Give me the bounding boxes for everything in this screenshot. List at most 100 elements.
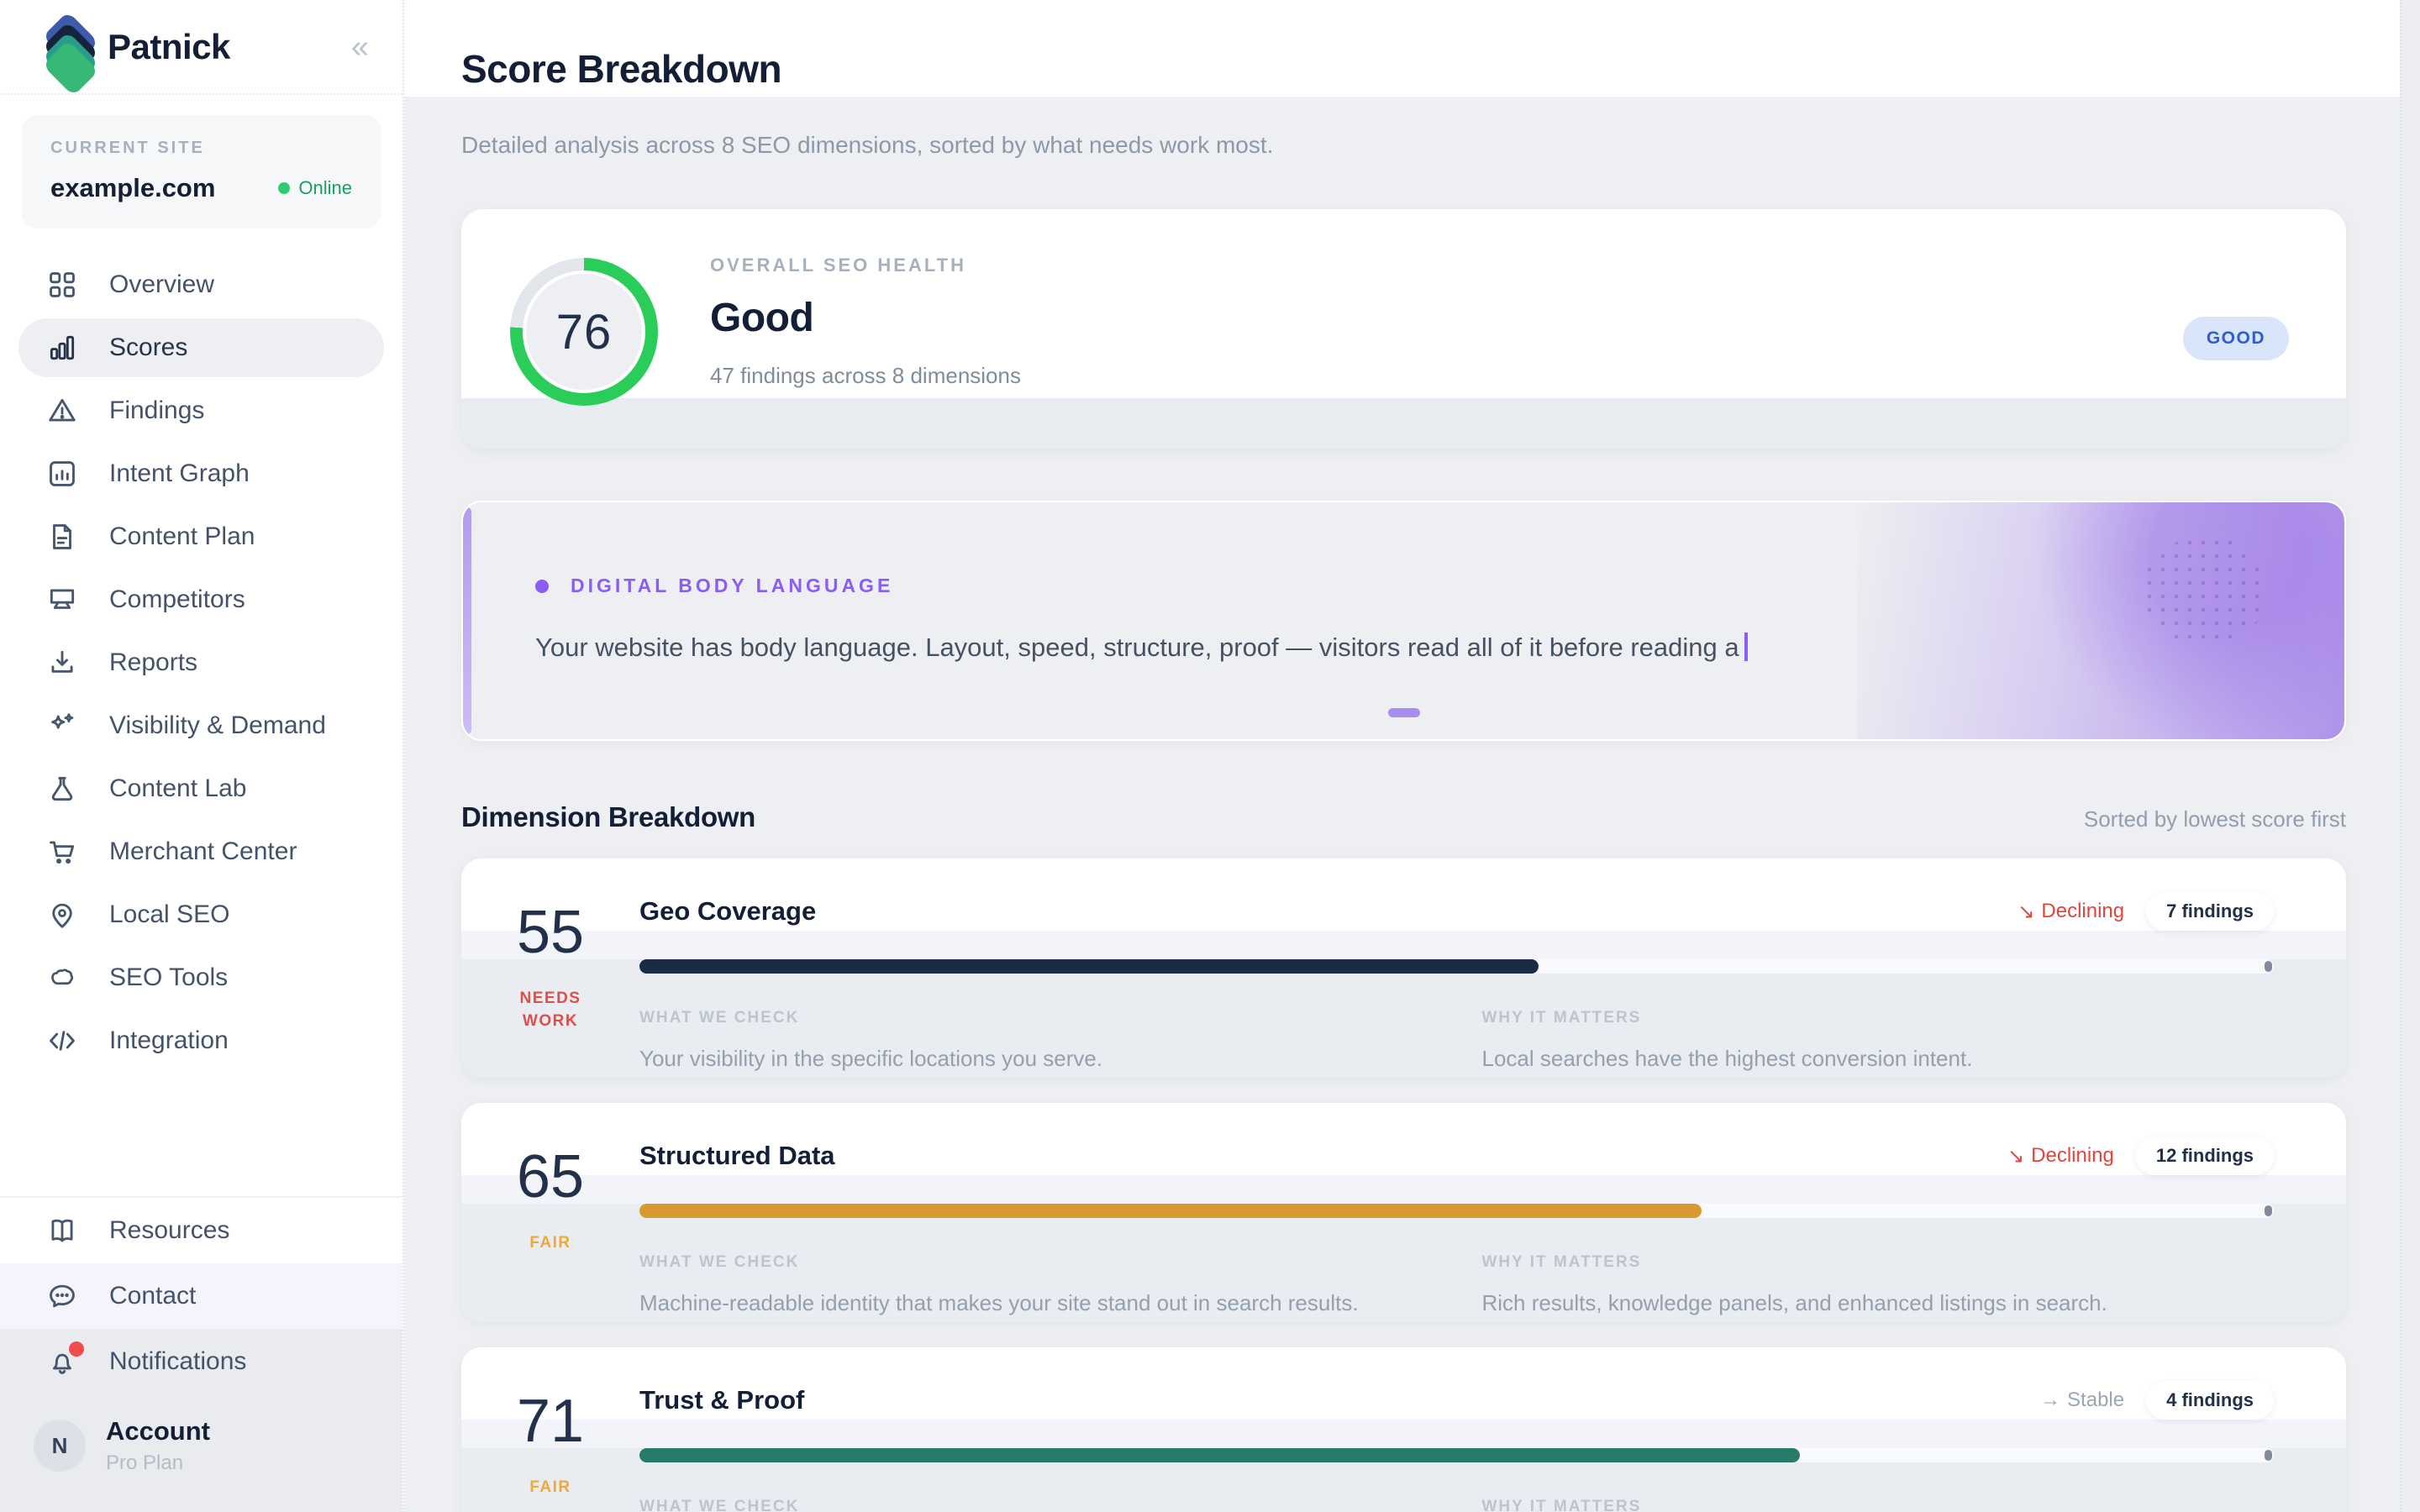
brand-row: Patnick « [0, 0, 402, 96]
overall-findings-summary: 47 findings across 8 dimensions [710, 363, 1021, 388]
trend-indicator: ↘ Declining [2007, 1144, 2114, 1168]
presentation-icon [45, 583, 79, 617]
sidebar-item-scores[interactable]: Scores [18, 318, 384, 377]
page-subtitle: Detailed analysis across 8 SEO dimension… [461, 132, 1274, 158]
sidebar-item-notifications[interactable]: Notifications [0, 1329, 402, 1394]
dimension-card-trust-proof[interactable]: 71 FAIR Trust & Proof → Stable 4 findings [461, 1347, 2346, 1512]
score-bar-track [639, 959, 2274, 974]
tag-icon [45, 961, 79, 995]
bar-end-tick [2265, 1450, 2272, 1461]
book-icon [45, 1214, 79, 1247]
dimension-card-structured-data[interactable]: 65 FAIR Structured Data ↘ Declining 12 fi… [461, 1103, 2346, 1322]
current-site-domain: example.com [50, 173, 216, 202]
sidebar-account-panel: Notifications N Account Pro Plan [0, 1329, 402, 1512]
purple-gradient-decoration [1857, 502, 2344, 739]
text-cursor [1744, 633, 1748, 661]
dimension-title: Structured Data [639, 1141, 835, 1170]
carousel-indicator-dash[interactable] [1387, 708, 1420, 717]
what-we-check-text: Machine-readable identity that makes you… [639, 1290, 1359, 1315]
main-content: Score Breakdown Detailed analysis across… [404, 0, 2420, 1512]
sidebar-nav: Overview Scores Findings Intent Graph Co… [0, 244, 402, 1070]
callout-label: DIGITAL BODY LANGUAGE [571, 575, 894, 596]
page-title: Score Breakdown [461, 47, 782, 91]
findings-count-badge: 4 findings [2146, 1381, 2274, 1420]
sidebar-item-content-plan[interactable]: Content Plan [18, 507, 384, 566]
sidebar-footer: Resources Contact Notifications N Acc [0, 1196, 402, 1512]
why-it-matters-text: Local searches have the highest conversi… [1481, 1046, 1973, 1071]
notification-badge-dot [69, 1341, 84, 1357]
sidebar-item-overview[interactable]: Overview [18, 255, 384, 314]
site-status: Online [278, 177, 352, 199]
cart-icon [45, 835, 79, 869]
alert-triangle-icon [45, 394, 79, 428]
sidebar-item-findings[interactable]: Findings [18, 381, 384, 440]
callout-typing-text: Your website has body language. Layout, … [535, 629, 1823, 665]
why-it-matters-label: WHY IT MATTERS [1481, 1253, 1642, 1271]
sidebar-item-local-seo[interactable]: Local SEO [18, 885, 384, 944]
chart-square-icon [45, 457, 79, 491]
scrollbar-track[interactable] [2400, 0, 2420, 1512]
current-site-card[interactable]: CURRENT SITE example.com Online [22, 115, 381, 228]
sidebar-item-visibility-demand[interactable]: Visibility & Demand [18, 696, 384, 755]
why-it-matters-text: Rich results, knowledge panels, and enha… [1481, 1290, 2107, 1315]
sidebar-item-merchant-center[interactable]: Merchant Center [18, 822, 384, 881]
sidebar-item-content-lab[interactable]: Content Lab [18, 759, 384, 818]
sidebar-item-resources[interactable]: Resources [0, 1198, 402, 1263]
what-we-check-label: WHAT WE CHECK [639, 1498, 800, 1512]
what-we-check-label: WHAT WE CHECK [639, 1253, 800, 1271]
why-it-matters-label: WHY IT MATTERS [1481, 1009, 1642, 1026]
sidebar-item-reports[interactable]: Reports [18, 633, 384, 692]
dimension-grade: FAIR [529, 1478, 571, 1496]
overall-health-card: 76 OVERALL SEO HEALTH Good 47 findings a… [461, 209, 2346, 449]
trend-arrow-icon: ↘ [2018, 900, 2035, 923]
sidebar: Patnick « CURRENT SITE example.com Onlin… [0, 0, 404, 1512]
sort-note: Sorted by lowest score first [2083, 806, 2346, 832]
current-site-label: CURRENT SITE [50, 139, 205, 157]
score-bar-fill [639, 1448, 1800, 1462]
score-bar-track [639, 1204, 2274, 1218]
findings-count-badge: 12 findings [2135, 1137, 2274, 1175]
dimension-breakdown-heading: Dimension Breakdown [461, 801, 756, 832]
sidebar-item-contact[interactable]: Contact [0, 1263, 402, 1329]
score-bar-track [639, 1448, 2274, 1462]
dimension-score: 65 [516, 1143, 585, 1210]
bar-end-tick [2265, 1205, 2272, 1216]
trend-arrow-icon: ↘ [2007, 1144, 2025, 1168]
what-we-check-text: Your visibility in the specific location… [639, 1046, 1103, 1071]
page-header: Score Breakdown [404, 0, 2420, 97]
sidebar-item-seo-tools[interactable]: SEO Tools [18, 948, 384, 1007]
score-gauge: 76 [510, 258, 658, 406]
dimension-title: Trust & Proof [639, 1385, 805, 1415]
account-row[interactable]: N Account Pro Plan [0, 1394, 402, 1504]
online-label: Online [298, 177, 352, 198]
trend-arrow-icon: → [2040, 1389, 2061, 1411]
score-bar-fill [639, 959, 1539, 974]
overall-rating: Good [710, 296, 814, 340]
sidebar-item-intent-graph[interactable]: Intent Graph [18, 444, 384, 503]
account-name: Account [106, 1416, 210, 1446]
dot-pattern-decoration [2143, 536, 2269, 645]
flask-icon [45, 772, 79, 806]
sidebar-item-integration[interactable]: Integration [18, 1011, 384, 1070]
overall-health-label: OVERALL SEO HEALTH [710, 255, 966, 276]
dimension-card-geo-coverage[interactable]: 55 NEEDS WORK Geo Coverage ↘ Declining 7 … [461, 858, 2346, 1078]
purple-accent-bar [463, 507, 471, 734]
bar-end-tick [2265, 961, 2272, 972]
sidebar-collapse-icon[interactable]: « [350, 29, 369, 65]
chat-icon [45, 1279, 79, 1313]
dimension-score: 55 [516, 899, 585, 966]
trend-indicator: ↘ Declining [2018, 900, 2125, 923]
bar-chart-icon [45, 331, 79, 365]
patnick-logo-icon [42, 11, 99, 96]
trend-indicator: → Stable [2040, 1389, 2125, 1411]
score-bar-fill [639, 1204, 1702, 1218]
gauge-score-value: 76 [555, 304, 613, 360]
grid-icon [45, 268, 79, 302]
sidebar-item-competitors[interactable]: Competitors [18, 570, 384, 629]
online-dot-icon [278, 182, 291, 194]
status-badge-good: GOOD [2182, 317, 2289, 360]
digital-body-language-card: DIGITAL BODY LANGUAGE Your website has b… [461, 501, 2346, 741]
dimension-title: Geo Coverage [639, 896, 817, 926]
why-it-matters-label: WHY IT MATTERS [1481, 1498, 1642, 1512]
